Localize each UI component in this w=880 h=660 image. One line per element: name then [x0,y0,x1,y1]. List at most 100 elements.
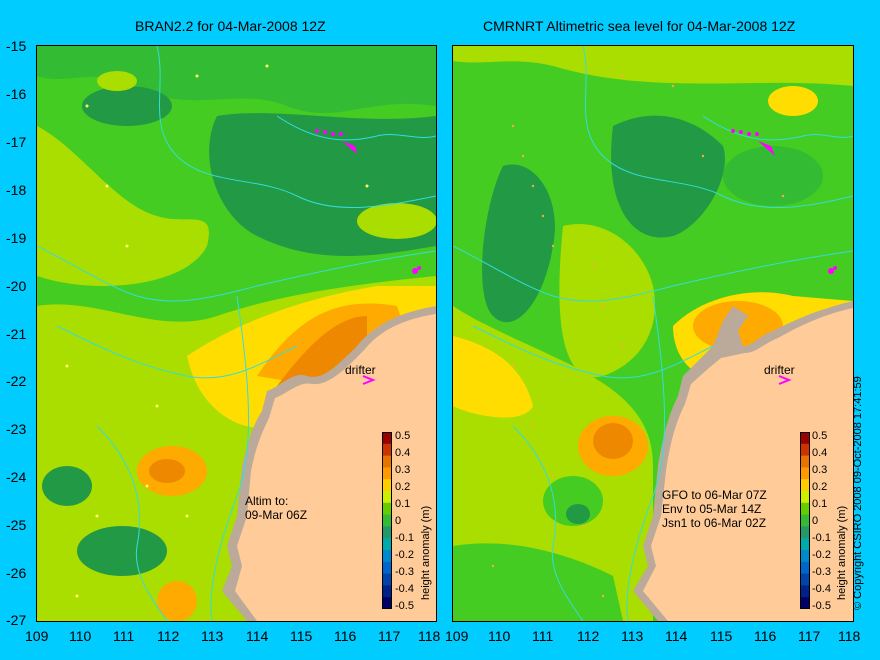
right-drifter-label: drifter [764,363,795,377]
colorbar-swatch [800,479,810,492]
colorbar-tick: -0.4 [812,583,831,595]
y-tick: -24 [6,469,27,485]
colorbar-swatch [382,526,392,539]
colorbar-frame [800,432,810,609]
colorbar-tick: 0 [395,515,402,527]
x-tick: 118 [418,628,441,644]
colorbar-frame [382,432,392,609]
right-colorbar-label: height anomaly (m) [836,505,848,600]
x-tick: 110 [69,628,92,644]
left-colorbar-label: height anomaly (m) [420,505,432,600]
colorbar-tick: -0.2 [395,549,414,561]
colorbar-tick: -0.3 [812,566,831,578]
colorbar-swatch [800,573,810,586]
colorbar-swatch [800,455,810,468]
colorbar-tick: 0.3 [395,464,411,476]
y-tick: -21 [6,326,27,342]
colorbar-swatch [800,514,810,527]
left-altim-note-line-2: 09-Mar 06Z [245,508,308,522]
colorbar-swatch [800,502,810,516]
colorbar-swatch [800,491,810,504]
colorbar-swatch [800,585,810,598]
colorbar-swatch [382,514,392,527]
y-tick: -20 [6,278,27,294]
x-tick: 116 [754,628,777,644]
left-colorbar-gradient [382,432,392,609]
right-altim-note-line-1: GFO to 06-Mar 07Z [662,488,767,502]
x-tick: 111 [532,628,554,644]
y-tick: -27 [6,612,27,628]
colorbar-swatch [382,491,392,504]
colorbar-swatch [800,467,810,480]
right-drifter-icon [778,375,792,385]
x-tick: 112 [577,628,600,644]
colorbar-swatch [382,597,392,609]
y-tick: -23 [6,421,27,437]
x-tick: 117 [378,628,401,644]
colorbar-swatch [800,561,810,575]
colorbar-swatch [800,432,810,445]
left-drifter-track [315,129,421,274]
y-tick: -25 [6,517,27,533]
colorbar-tick: 0.3 [812,464,828,476]
colorbar-swatch [800,526,810,539]
x-tick: 110 [488,628,511,644]
colorbar-tick: -0.5 [812,600,831,612]
x-tick: 109 [445,628,469,644]
colorbar-swatch [382,443,392,457]
colorbar-tick: 0.2 [812,481,828,493]
x-tick: 114 [246,628,269,644]
right-altim-note-line-2: Env to 05-Mar 14Z [662,502,762,516]
right-map-title: CMRNRT Altimetric sea level for 04-Mar-2… [483,18,796,34]
right-map-panel: drifter GFO to 06-Mar 07Z Env to 05-Mar … [452,45,854,622]
x-tick: 118 [838,628,861,644]
y-tick: -26 [6,565,27,581]
x-tick: 115 [290,628,313,644]
x-tick: 111 [113,628,135,644]
left-drifter-label: drifter [345,363,376,377]
colorbar-tick: 0.1 [395,498,411,510]
colorbar-swatch [800,597,810,609]
copyright-text: © Copyright CSIRO 2008 09-Oct-2008 17:41… [852,376,864,610]
colorbar-swatch [382,455,392,468]
y-tick: -15 [6,38,27,54]
colorbar-tick: -0.5 [395,600,414,612]
y-tick: -19 [6,230,27,246]
colorbar-tick: -0.2 [812,549,831,561]
y-tick: -17 [6,134,27,150]
left-drifter-icon [362,375,376,385]
colorbar-tick: 0.2 [395,481,411,493]
left-map-panel: drifter Altim to: 09-Mar 06Z [36,45,437,622]
right-colorbar-gradient [800,432,810,609]
left-map-canvas [37,46,436,621]
colorbar-swatch [382,585,392,598]
x-tick: 117 [798,628,821,644]
colorbar-swatch [382,432,392,445]
colorbar-tick: 0.4 [395,447,411,459]
colorbar-tick: -0.1 [812,532,831,544]
x-tick: 109 [25,628,49,644]
colorbar-tick: -0.4 [395,583,414,595]
colorbar-swatch [382,561,392,575]
x-tick: 115 [710,628,733,644]
y-tick: -18 [6,182,27,198]
colorbar-swatch [382,573,392,586]
colorbar-tick: 0.1 [812,498,828,510]
colorbar-swatch [382,467,392,480]
colorbar-swatch [382,502,392,516]
colorbar-swatch [382,479,392,492]
colorbar-tick: 0.5 [812,430,828,442]
y-tick: -22 [6,373,27,389]
left-map-title: BRAN2.2 for 04-Mar-2008 12Z [135,18,326,34]
x-tick: 114 [665,628,688,644]
colorbar-tick: -0.3 [395,566,414,578]
colorbar-tick: 0.4 [812,447,828,459]
x-tick: 113 [621,628,644,644]
colorbar-tick: 0.5 [395,430,411,442]
left-altim-note-line-1: Altim to: [245,494,289,508]
colorbar-swatch [800,538,810,551]
x-tick: 112 [157,628,180,644]
x-tick: 113 [201,628,224,644]
colorbar-swatch [800,443,810,457]
y-tick: -16 [6,86,27,102]
